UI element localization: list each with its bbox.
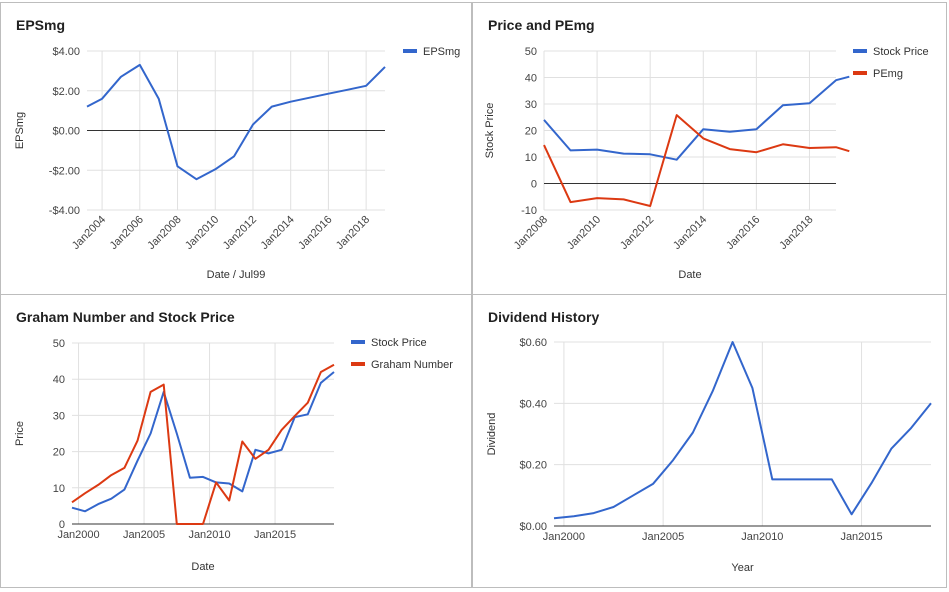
x-axis-title: Date: [191, 561, 214, 573]
x-tick-label: Jan2004: [70, 214, 108, 252]
series-line-stock-price: [71, 371, 335, 513]
y-tick-label: 50: [525, 46, 537, 58]
chart-title: Price and PEmg: [488, 17, 595, 33]
chart-price-and-pemg: Price and PEmg 50 40 30 20 10 0 -10 Jan2008 Jan20…: [472, 2, 947, 295]
y-axis-title: Price: [14, 421, 26, 446]
y-tick-label: $0.00: [52, 126, 80, 138]
chart-title: Graham Number and Stock Price: [16, 309, 235, 325]
legend-label: Stock Price: [371, 337, 427, 349]
x-tick-label: Jan2010: [183, 214, 221, 252]
y-tick-label: -10: [521, 205, 537, 217]
chart-dividend-history: Dividend History $0.60 $0.40 $0.20 $0.00 Jan2…: [472, 294, 947, 588]
series-line-stock-price: [543, 75, 850, 161]
x-tick-label: Jan2014: [258, 214, 296, 252]
y-tick-label: 10: [525, 152, 537, 164]
x-axis-title: Year: [731, 562, 754, 574]
x-tick-label: Jan2016: [724, 214, 762, 252]
x-tick-label: Jan2012: [221, 214, 259, 252]
x-tick-label: Jan2006: [108, 214, 146, 252]
x-tick-label: Jan2016: [296, 214, 334, 252]
y-tick-label: 20: [525, 126, 537, 138]
x-tick-label: Jan2018: [777, 214, 815, 252]
y-tick-label: $0.00: [519, 521, 547, 533]
y-axis-title: Dividend: [486, 413, 498, 456]
legend-swatch: [853, 71, 867, 75]
chart-svg: Graham Number and Stock Price 50 40 30 20 10 0…: [14, 309, 453, 573]
legend-swatch: [351, 362, 365, 366]
y-tick-label: 20: [53, 447, 65, 459]
legend-label: Graham Number: [371, 359, 453, 371]
y-tick-label: 0: [531, 179, 537, 191]
series-line-series: [553, 341, 932, 520]
y-tick-label: 10: [53, 483, 65, 495]
legend-label: Stock Price: [873, 46, 929, 58]
x-axis-title: Date: [678, 269, 701, 281]
y-tick-label: 40: [525, 73, 537, 85]
y-tick-label: $0.20: [519, 460, 547, 472]
y-tick-label: 40: [53, 374, 65, 386]
y-tick-label: 0: [59, 519, 65, 531]
y-tick-label: $0.60: [519, 337, 547, 349]
y-tick-label: -$4.00: [49, 205, 80, 217]
chart-epsmg: EPSmg $4.00 $2.00 $0.00 -$2.00 -$4.00 Jan2004 J…: [0, 2, 472, 295]
x-tick-label: Jan2008: [145, 214, 183, 252]
legend-label: EPSmg: [423, 46, 460, 58]
y-tick-label: $0.40: [519, 398, 547, 410]
x-tick-label: Jan2000: [543, 531, 585, 543]
legend-swatch: [853, 49, 867, 53]
series-line-epsmg: [86, 63, 386, 181]
chart-graham-number-and-stock-price: Graham Number and Stock Price 50 40 30 20 10 0…: [0, 294, 472, 588]
x-tick-label: Jan2018: [334, 214, 372, 252]
x-tick-label: Jan2000: [57, 529, 99, 541]
y-tick-label: 30: [53, 410, 65, 422]
x-tick-label: Jan2010: [188, 529, 230, 541]
y-axis-title: Stock Price: [484, 103, 496, 159]
y-axis-title: EPSmg: [14, 112, 26, 149]
chart-svg: Dividend History$0.60$0.40$0.20$0.00Jan2…: [486, 309, 932, 574]
x-tick-label: Jan2008: [512, 214, 550, 252]
y-tick-label: $2.00: [52, 86, 80, 98]
x-tick-label: Jan2014: [671, 214, 709, 252]
chart-title: Dividend History: [488, 309, 599, 325]
y-tick-label: 50: [53, 338, 65, 350]
x-axis-title: Date / Jul99: [207, 269, 266, 281]
y-tick-label: -$2.00: [49, 165, 80, 177]
x-tick-label: Jan2015: [254, 529, 296, 541]
x-tick-label: Jan2015: [840, 531, 882, 543]
legend-swatch: [351, 340, 365, 344]
x-tick-label: Jan2010: [565, 214, 603, 252]
x-tick-label: Jan2010: [741, 531, 783, 543]
y-tick-label: 30: [525, 99, 537, 111]
chart-title: EPSmg: [16, 17, 65, 33]
y-tick-label: $4.00: [52, 46, 80, 58]
series-line-pemg: [543, 114, 850, 207]
x-tick-label: Jan2005: [123, 529, 165, 541]
legend-label: PEmg: [873, 68, 903, 80]
series-line-graham-number: [71, 363, 335, 525]
x-tick-label: Jan2012: [618, 214, 656, 252]
legend-swatch: [403, 49, 417, 53]
x-tick-label: Jan2005: [642, 531, 684, 543]
